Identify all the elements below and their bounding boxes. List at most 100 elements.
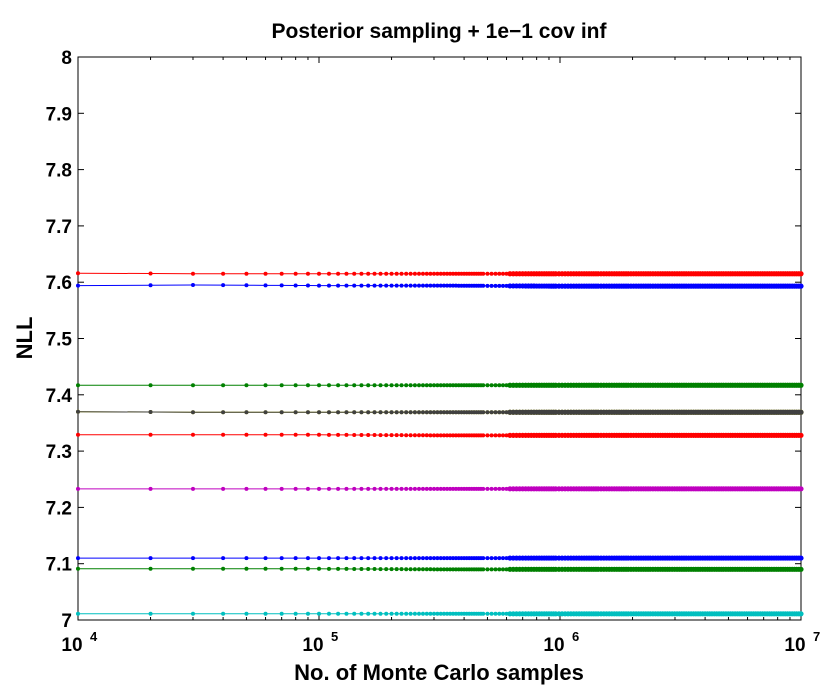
data-point (441, 383, 446, 388)
data-point (352, 556, 357, 561)
data-point (417, 271, 422, 276)
data-point (417, 383, 422, 388)
data-point (352, 410, 357, 415)
data-point (448, 556, 453, 561)
data-point (221, 432, 226, 437)
data-point (489, 410, 494, 415)
x-tick-exponent: 7 (813, 629, 820, 644)
data-point (451, 486, 456, 491)
data-point (451, 410, 456, 415)
data-point (485, 611, 490, 616)
data-point (431, 611, 436, 616)
data-point (481, 271, 486, 276)
data-point (244, 486, 249, 491)
data-point (394, 611, 399, 616)
data-point (389, 433, 394, 438)
data-point (263, 432, 268, 437)
data-point (438, 433, 443, 438)
data-point (190, 566, 195, 571)
data-point (344, 611, 349, 616)
data-point (481, 486, 486, 491)
data-point (76, 283, 80, 288)
data-point (485, 433, 490, 438)
data-point (453, 556, 458, 561)
data-point (497, 383, 502, 388)
x-tick-label: 10 (61, 635, 82, 656)
data-point (344, 283, 349, 288)
data-point (481, 611, 486, 616)
data-point (389, 410, 394, 415)
data-point (221, 283, 226, 288)
plot-area: 7 7.1 7.2 7.3 7.4 7.5 7.6 7.7 7.8 7.9 8 10 4 10 5 10 6 10… (46, 48, 821, 656)
data-point (326, 410, 331, 415)
data-point (336, 410, 341, 415)
data-point (441, 271, 446, 276)
data-point (317, 271, 321, 276)
data-point (431, 410, 436, 415)
data-point (359, 283, 364, 288)
data-point (404, 556, 409, 561)
data-point (404, 283, 409, 288)
data-point (352, 271, 357, 276)
data-point (428, 611, 433, 616)
data-point (435, 611, 440, 616)
data-point (481, 383, 486, 388)
data-point (326, 271, 331, 276)
data-point (493, 271, 498, 276)
data-point (404, 611, 409, 616)
data-point (408, 611, 413, 616)
data-point (428, 433, 433, 438)
x-tick-label: 10 (543, 635, 564, 656)
data-point (504, 283, 509, 288)
data-point (489, 486, 494, 491)
data-point (417, 433, 422, 438)
data-point (445, 433, 450, 438)
data-point (344, 556, 349, 561)
data-point (435, 433, 440, 438)
data-point (326, 566, 331, 571)
data-point (404, 433, 409, 438)
data-point (451, 567, 456, 572)
data-point (389, 611, 394, 616)
data-point (441, 486, 446, 491)
data-point (359, 271, 364, 276)
data-point (221, 410, 226, 415)
data-point (412, 283, 417, 288)
y-tick-label: 7.7 (46, 217, 72, 238)
data-point (359, 556, 364, 561)
data-point (394, 486, 399, 491)
data-point (293, 611, 298, 616)
data-point (485, 271, 490, 276)
data-point (504, 410, 509, 415)
data-point (408, 283, 413, 288)
data-point (244, 271, 249, 276)
data-point (489, 283, 494, 288)
data-point (431, 271, 436, 276)
data-point (190, 611, 195, 616)
data-point (448, 567, 453, 572)
data-point (384, 383, 389, 388)
data-point (412, 486, 417, 491)
data-point (448, 433, 453, 438)
data-point (378, 433, 383, 438)
data-point (485, 383, 490, 388)
data-point (445, 271, 450, 276)
x-axis-label: No. of Monte Carlo samples (294, 660, 584, 685)
data-point (326, 283, 331, 288)
data-point (359, 383, 364, 388)
data-point (435, 283, 440, 288)
data-point (76, 432, 80, 437)
data-point (441, 410, 446, 415)
data-point (279, 486, 284, 491)
data-point (798, 555, 804, 561)
data-point (497, 410, 502, 415)
data-point (372, 383, 377, 388)
data-point (366, 410, 371, 415)
data-point (493, 383, 498, 388)
data-point (408, 556, 413, 561)
data-point (244, 410, 249, 415)
data-point (431, 383, 436, 388)
data-point (412, 611, 417, 616)
data-point (448, 283, 453, 288)
data-point (359, 432, 364, 437)
